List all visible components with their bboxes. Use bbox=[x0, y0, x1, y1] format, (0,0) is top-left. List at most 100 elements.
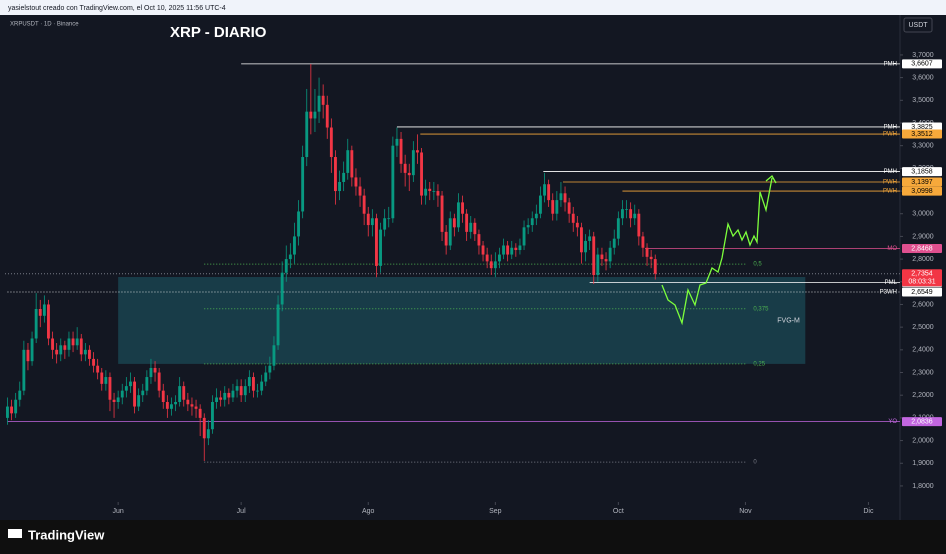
countdown: 08:03:31 bbox=[908, 279, 935, 286]
candle-body bbox=[276, 304, 280, 346]
candle-body bbox=[120, 390, 124, 398]
candle-body bbox=[489, 261, 493, 269]
candle-body bbox=[211, 402, 214, 430]
footer-bar bbox=[0, 520, 946, 554]
currency: USDT bbox=[908, 22, 928, 29]
candle-body bbox=[14, 399, 18, 414]
level-box bbox=[902, 177, 942, 187]
candle-body bbox=[539, 195, 542, 214]
candle-body bbox=[67, 338, 71, 350]
candle-body bbox=[604, 259, 608, 262]
x-tick-label: Jul bbox=[237, 508, 246, 515]
candle-body bbox=[612, 238, 616, 248]
level-value: 2,8468 bbox=[911, 245, 933, 252]
candle-body bbox=[6, 406, 9, 418]
candle-body bbox=[116, 397, 120, 403]
candle-body bbox=[637, 213, 641, 237]
candle-body bbox=[403, 163, 407, 173]
candle-body bbox=[506, 245, 510, 255]
level-name: PWH bbox=[883, 189, 897, 195]
last-price-value: 2,7354 bbox=[911, 271, 933, 278]
candle-body bbox=[313, 111, 317, 119]
level-box bbox=[902, 287, 942, 297]
candle-body bbox=[297, 211, 300, 237]
candle-body bbox=[231, 390, 235, 398]
candle-body bbox=[350, 150, 354, 178]
candle-body bbox=[407, 172, 411, 176]
level-name: P3WH bbox=[880, 290, 897, 296]
candle-body bbox=[223, 392, 227, 400]
candle-body bbox=[424, 188, 428, 196]
credit: yasielstout creado con TradingView.com, … bbox=[8, 5, 226, 12]
y-tick-label: 2,2000 bbox=[912, 392, 934, 399]
level-box bbox=[902, 129, 942, 139]
candle-body bbox=[325, 104, 329, 128]
level-name: PMH bbox=[884, 125, 897, 131]
y-tick-label: 3,0000 bbox=[912, 211, 934, 218]
candle-body bbox=[420, 152, 423, 196]
candle-body bbox=[452, 218, 456, 228]
level-name: PWH bbox=[883, 180, 897, 186]
candle-body bbox=[551, 200, 555, 214]
candle-body bbox=[288, 254, 292, 260]
candle-body bbox=[518, 245, 522, 251]
candle-body bbox=[79, 338, 83, 355]
candle-body bbox=[153, 367, 157, 373]
candle-body bbox=[264, 372, 268, 382]
fib-label: 0,375 bbox=[753, 306, 769, 312]
candle-body bbox=[329, 127, 333, 158]
candle-body bbox=[526, 225, 530, 228]
candle-body bbox=[461, 202, 464, 214]
fvg-zone bbox=[118, 277, 806, 364]
candle-body bbox=[272, 345, 276, 366]
candle-body bbox=[469, 222, 473, 232]
level-box bbox=[902, 167, 942, 177]
candle-body bbox=[161, 390, 165, 403]
plot-area: 1,80001,90002,00002,10002,20002,30002,40… bbox=[5, 52, 942, 515]
candle-body bbox=[571, 213, 575, 223]
candle-body bbox=[498, 254, 501, 262]
candle-body bbox=[366, 213, 370, 226]
candle-body bbox=[108, 377, 112, 400]
candle-body bbox=[432, 191, 436, 192]
candle-body bbox=[38, 308, 42, 316]
candle-body bbox=[370, 218, 374, 226]
level-value: 3,3512 bbox=[911, 131, 933, 138]
candle-body bbox=[88, 349, 91, 359]
y-tick-label: 3,5000 bbox=[912, 97, 934, 104]
candle-body bbox=[186, 399, 190, 405]
candle-body bbox=[592, 236, 596, 275]
candle-body bbox=[124, 386, 128, 391]
candle-body bbox=[256, 390, 259, 392]
candle-body bbox=[547, 184, 551, 201]
candle-body bbox=[280, 272, 284, 305]
projection-arrow bbox=[765, 175, 777, 184]
candle-body bbox=[616, 218, 620, 239]
candle-body bbox=[559, 193, 563, 201]
candle-body bbox=[174, 402, 177, 405]
candle-body bbox=[522, 227, 526, 246]
candle-body bbox=[457, 202, 460, 228]
level-name: PMH bbox=[884, 169, 897, 175]
candle-body bbox=[629, 209, 633, 219]
candle-body bbox=[411, 150, 415, 176]
candle-body bbox=[18, 390, 22, 400]
candle-body bbox=[22, 349, 26, 391]
projection-path bbox=[661, 177, 773, 326]
level-box bbox=[902, 186, 942, 196]
candle-body bbox=[346, 150, 350, 173]
candle-body bbox=[465, 213, 469, 232]
header-bar bbox=[0, 0, 946, 15]
candle-body bbox=[145, 377, 149, 391]
candle-body bbox=[301, 157, 305, 212]
candle-body bbox=[239, 386, 243, 396]
candle-body bbox=[83, 349, 87, 355]
candle-body bbox=[30, 338, 34, 362]
candle-body bbox=[243, 386, 247, 396]
candle-body bbox=[391, 145, 395, 219]
candle-body bbox=[543, 184, 546, 196]
candle-body bbox=[448, 218, 452, 246]
candle-body bbox=[338, 181, 341, 192]
level-value: 2,6549 bbox=[911, 289, 933, 296]
candle-body bbox=[440, 195, 444, 232]
